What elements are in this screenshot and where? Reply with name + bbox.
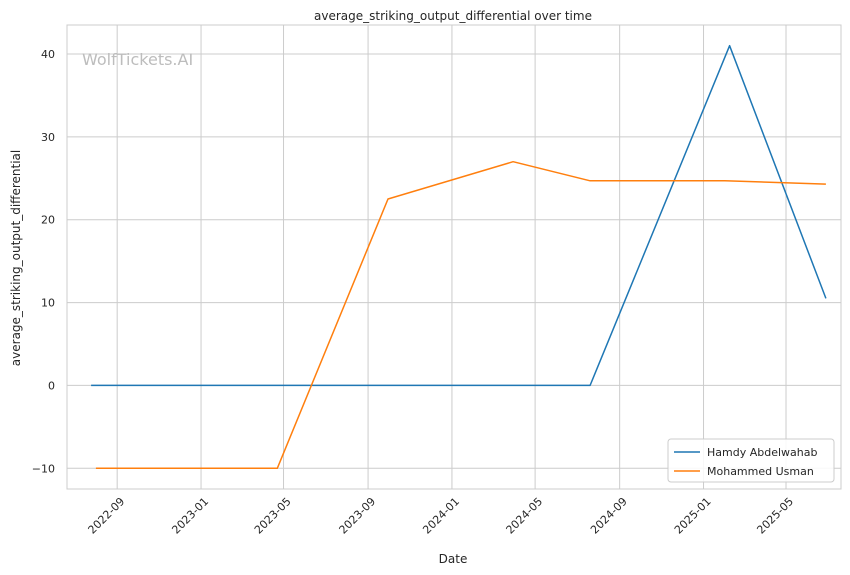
y-axis-ticks: −10 0 10 20 30 40 [32, 48, 55, 475]
y-tick-label: 40 [41, 48, 55, 61]
plot-area [66, 24, 842, 490]
x-tick-label: 2025-05 [754, 495, 796, 537]
x-axis-ticks: 2022-09 2023-01 2023-05 2023-09 2024-01 2024-… [86, 495, 797, 537]
y-tick-label: 30 [41, 131, 55, 144]
x-tick-label: 2024-05 [504, 495, 546, 537]
x-axis-label: Date [439, 552, 468, 566]
series-line-hamdy-abdelwahab [91, 44, 827, 387]
x-tick-label: 2022-09 [86, 495, 128, 537]
series-lines [91, 44, 827, 470]
y-tick-label: −10 [32, 462, 55, 475]
legend-label-mohammed-usman: Mohammed Usman [707, 465, 814, 478]
y-tick-label: 20 [41, 214, 55, 227]
x-tick-label: 2023-05 [252, 495, 294, 537]
x-tick-label: 2024-01 [420, 495, 462, 537]
watermark: WolfTickets.AI [82, 50, 193, 69]
chart-title: average_striking_output_differential ove… [314, 9, 592, 23]
y-axis-label: average_striking_output_differential [9, 150, 23, 366]
legend-box [667, 438, 835, 483]
y-tick-label: 0 [48, 379, 55, 392]
series-line-mohammed-usman [95, 160, 826, 470]
legend-label-hamdy-abdelwahab: Hamdy Abdelwahab [707, 446, 817, 459]
x-tick-label: 2023-09 [337, 495, 379, 537]
y-tick-label: 10 [41, 297, 55, 310]
x-tick-label: 2025-01 [672, 495, 714, 537]
x-tick-label: 2024-09 [588, 495, 630, 537]
x-tick-label: 2023-01 [169, 495, 211, 537]
legend: Hamdy Abdelwahab Mohammed Usman [667, 438, 835, 483]
